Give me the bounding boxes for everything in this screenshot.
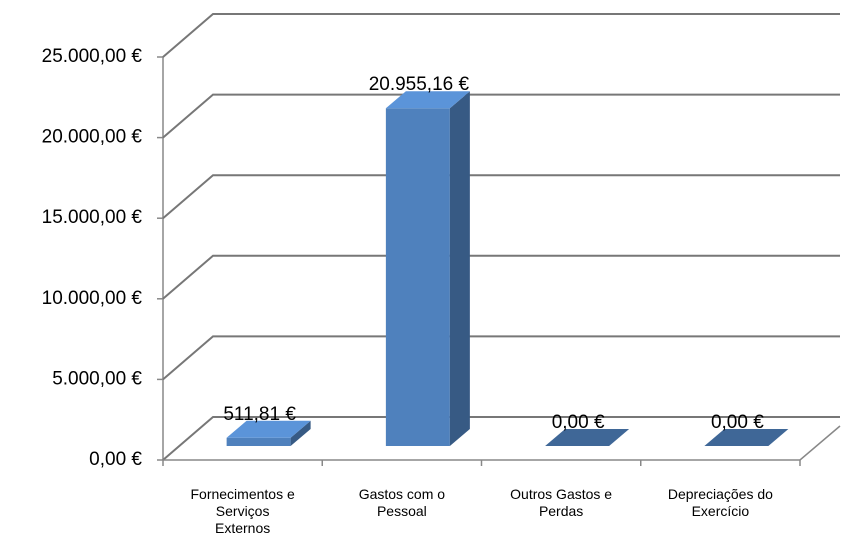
bar-top [226,420,311,438]
y-tick-label: 25.000,00 € [42,46,143,67]
y-tick-label: 0,00 € [89,449,142,470]
bar-side [290,420,311,446]
y-tick-label: 5.000,00 € [52,368,142,389]
grid-line [162,93,840,139]
y-tick-label: 20.000,00 € [42,127,143,148]
y-tick-label: 10.000,00 € [42,288,143,309]
bar-front [385,108,450,446]
value-label: 20.955,16 € [369,74,470,95]
grid-line [162,13,840,58]
x-tick-label: Gastos com o Pessoal [358,486,446,519]
bar-top [704,429,789,446]
bar-top [545,429,630,446]
bar [385,91,470,446]
value-label: 511,81 € [223,404,296,425]
grid-line [162,254,840,300]
x-tick-label: Outros Gastos e Perdas [510,486,613,519]
bar-side [449,91,470,446]
bar [226,420,311,446]
value-label: 0,00 € [711,412,764,433]
bar [545,429,630,446]
x-tick-label: Depreciações do Exercício [667,486,773,519]
grid-line [162,416,840,461]
bar-top [385,91,470,109]
grid-line [162,335,840,381]
y-tick-label: 15.000,00 € [42,207,143,228]
bar-front [226,437,291,446]
value-label: 0,00 € [552,412,605,433]
x-tick-label: Fornecimentos e Serviços Externos [190,486,295,536]
grid-line [162,174,840,219]
bar [704,429,789,446]
